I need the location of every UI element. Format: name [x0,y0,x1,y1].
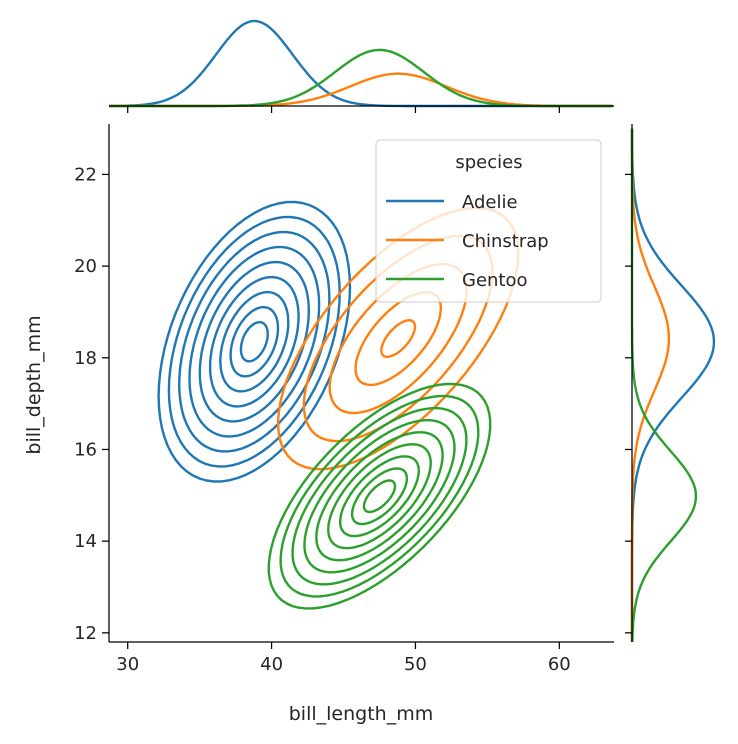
legend-entries: Adelie Chinstrap Gentoo [386,192,549,291]
contour-gentoo [327,443,432,550]
contour-gentoo [303,419,456,574]
contour-adelie [229,306,280,378]
contour-chinstrap [380,319,417,358]
contour-gentoo [267,382,492,610]
legend-title: species [455,152,522,173]
x-axis-label: bill_length_mm [289,703,433,725]
top-kde-gentoo [109,48,613,108]
y-tick-label: 14 [74,531,97,552]
right-kde-adelie [630,128,716,642]
contour-adelie [157,200,352,483]
contour-gentoo [291,406,468,586]
legend-label-chinstrap: Chinstrap [462,231,549,252]
legend-label-gentoo: Gentoo [462,270,528,291]
contour-adelie [177,230,331,453]
y-ticks: 12 14 16 18 20 22 [74,164,109,644]
contour-gentoo [279,394,480,598]
contour-gentoo [339,455,420,538]
y-tick-label: 22 [74,164,97,185]
legend: species Adelie Chinstrap Gentoo [375,139,602,303]
x-ticks: 30 40 50 60 [116,642,571,675]
contour-chinstrap [354,291,442,387]
right-marginal-kde [630,128,716,643]
right-marginal-ticks [625,173,632,634]
y-tick-label: 12 [74,623,97,644]
x-tick-label: 50 [404,654,427,675]
contour-gentoo [350,467,409,526]
main-axes [108,124,614,643]
legend-label-adelie: Adelie [462,192,518,213]
contour-adelie [188,245,321,438]
right-kde-gentoo [630,128,698,643]
x-tick-label: 60 [548,654,571,675]
contour-adelie [208,275,300,408]
y-tick-label: 18 [74,348,97,369]
legend-box [375,139,602,303]
top-marginal-kde [109,19,613,108]
x-tick-label: 30 [116,654,139,675]
y-tick-label: 20 [74,256,97,277]
contour-gentoo [315,431,444,562]
contour-adelie [239,321,269,363]
top-kde-adelie [109,19,613,108]
y-axis-label: bill_depth_mm [23,315,45,454]
contour-gentoo [362,479,397,514]
y-tick-label: 16 [74,439,97,460]
top-marginal-ticks [127,106,560,113]
contour-adelie [198,260,310,423]
x-tick-label: 40 [260,654,283,675]
contour-adelie [219,290,290,393]
